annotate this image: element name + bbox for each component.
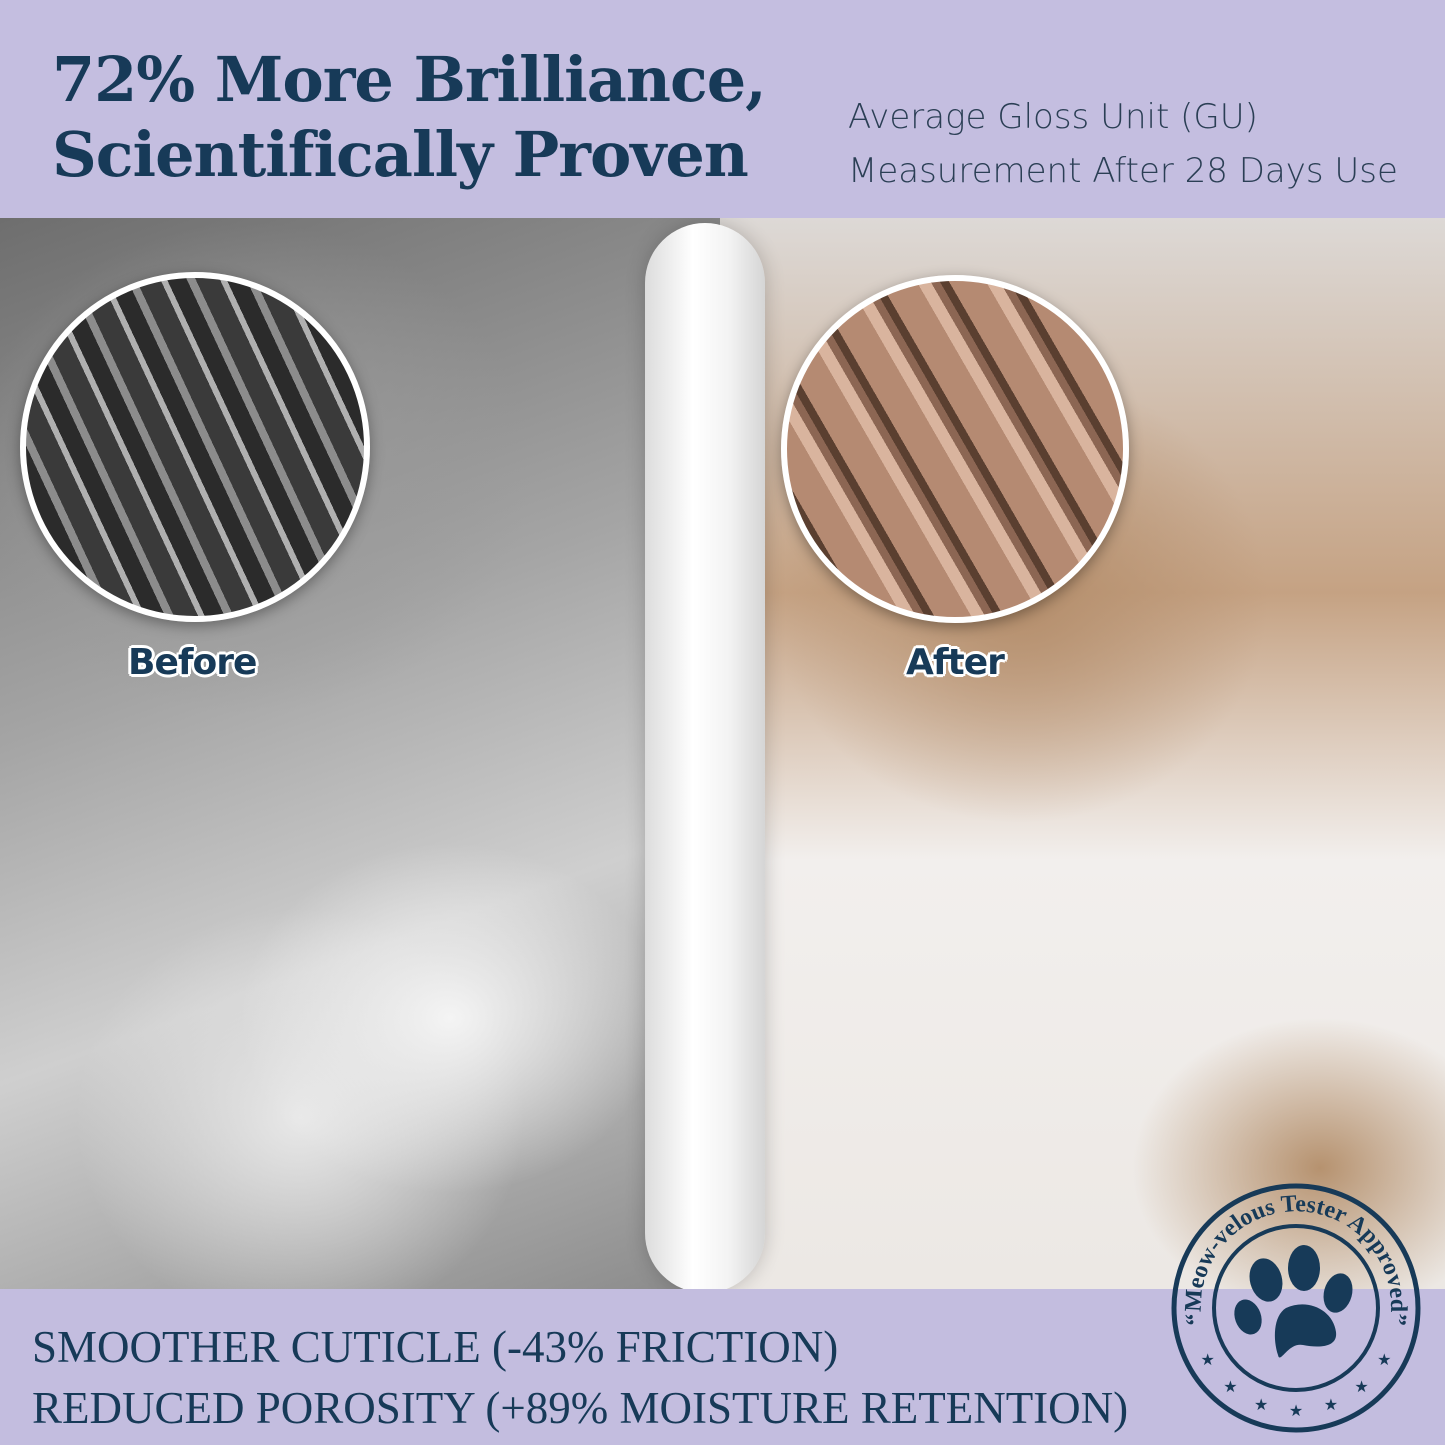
comparison-photo: Before After (0, 218, 1445, 1289)
stamp-outer-ring (1171, 1183, 1421, 1433)
after-label: After (906, 642, 1005, 683)
star-icon: ★ (1377, 1350, 1391, 1369)
star-icon: ★ (1289, 1401, 1303, 1420)
star-icon: ★ (1223, 1377, 1237, 1396)
headline-line: 72% More Brilliance, (52, 43, 767, 116)
foam-divider (645, 223, 765, 1289)
header-band: 72% More Brilliance, Scientifically Prov… (0, 0, 1445, 218)
benefit-item: SMOOTHER CUTICLE (-43% FRICTION) (32, 1322, 839, 1372)
subtitle-line: Average Gloss Unit (GU) (848, 97, 1258, 137)
headline: 72% More Brilliance, Scientifically Prov… (52, 42, 767, 192)
star-icon: ★ (1254, 1395, 1268, 1414)
subtitle-line: Measurement After 28 Days Use (848, 151, 1398, 191)
star-icon: ★ (1324, 1395, 1338, 1414)
benefit-item: REDUCED POROSITY (+89% MOISTURE RETENTIO… (32, 1383, 1129, 1433)
stamp-inner-ring (1212, 1224, 1380, 1392)
before-microscope-circle (20, 272, 370, 622)
headline-line: Scientifically Proven (52, 118, 749, 191)
subtitle: Average Gloss Unit (GU) Measurement Afte… (848, 90, 1398, 198)
paw-icon (1234, 1245, 1353, 1358)
approval-stamp: “Meow-velous Tester Approved” ★★★ ★ ★★★ (1171, 1183, 1421, 1433)
star-icon: ★ (1354, 1377, 1368, 1396)
stamp-stars: ★ ★ ★ ★ ★ ★ ★ (1200, 1350, 1391, 1420)
before-label: Before (128, 642, 257, 683)
benefits-list: SMOOTHER CUTICLE (-43% FRICTION) REDUCED… (32, 1317, 1128, 1439)
star-icon: ★ (1200, 1350, 1214, 1369)
footer-band (0, 1289, 1445, 1445)
after-microscope-circle (781, 275, 1129, 623)
